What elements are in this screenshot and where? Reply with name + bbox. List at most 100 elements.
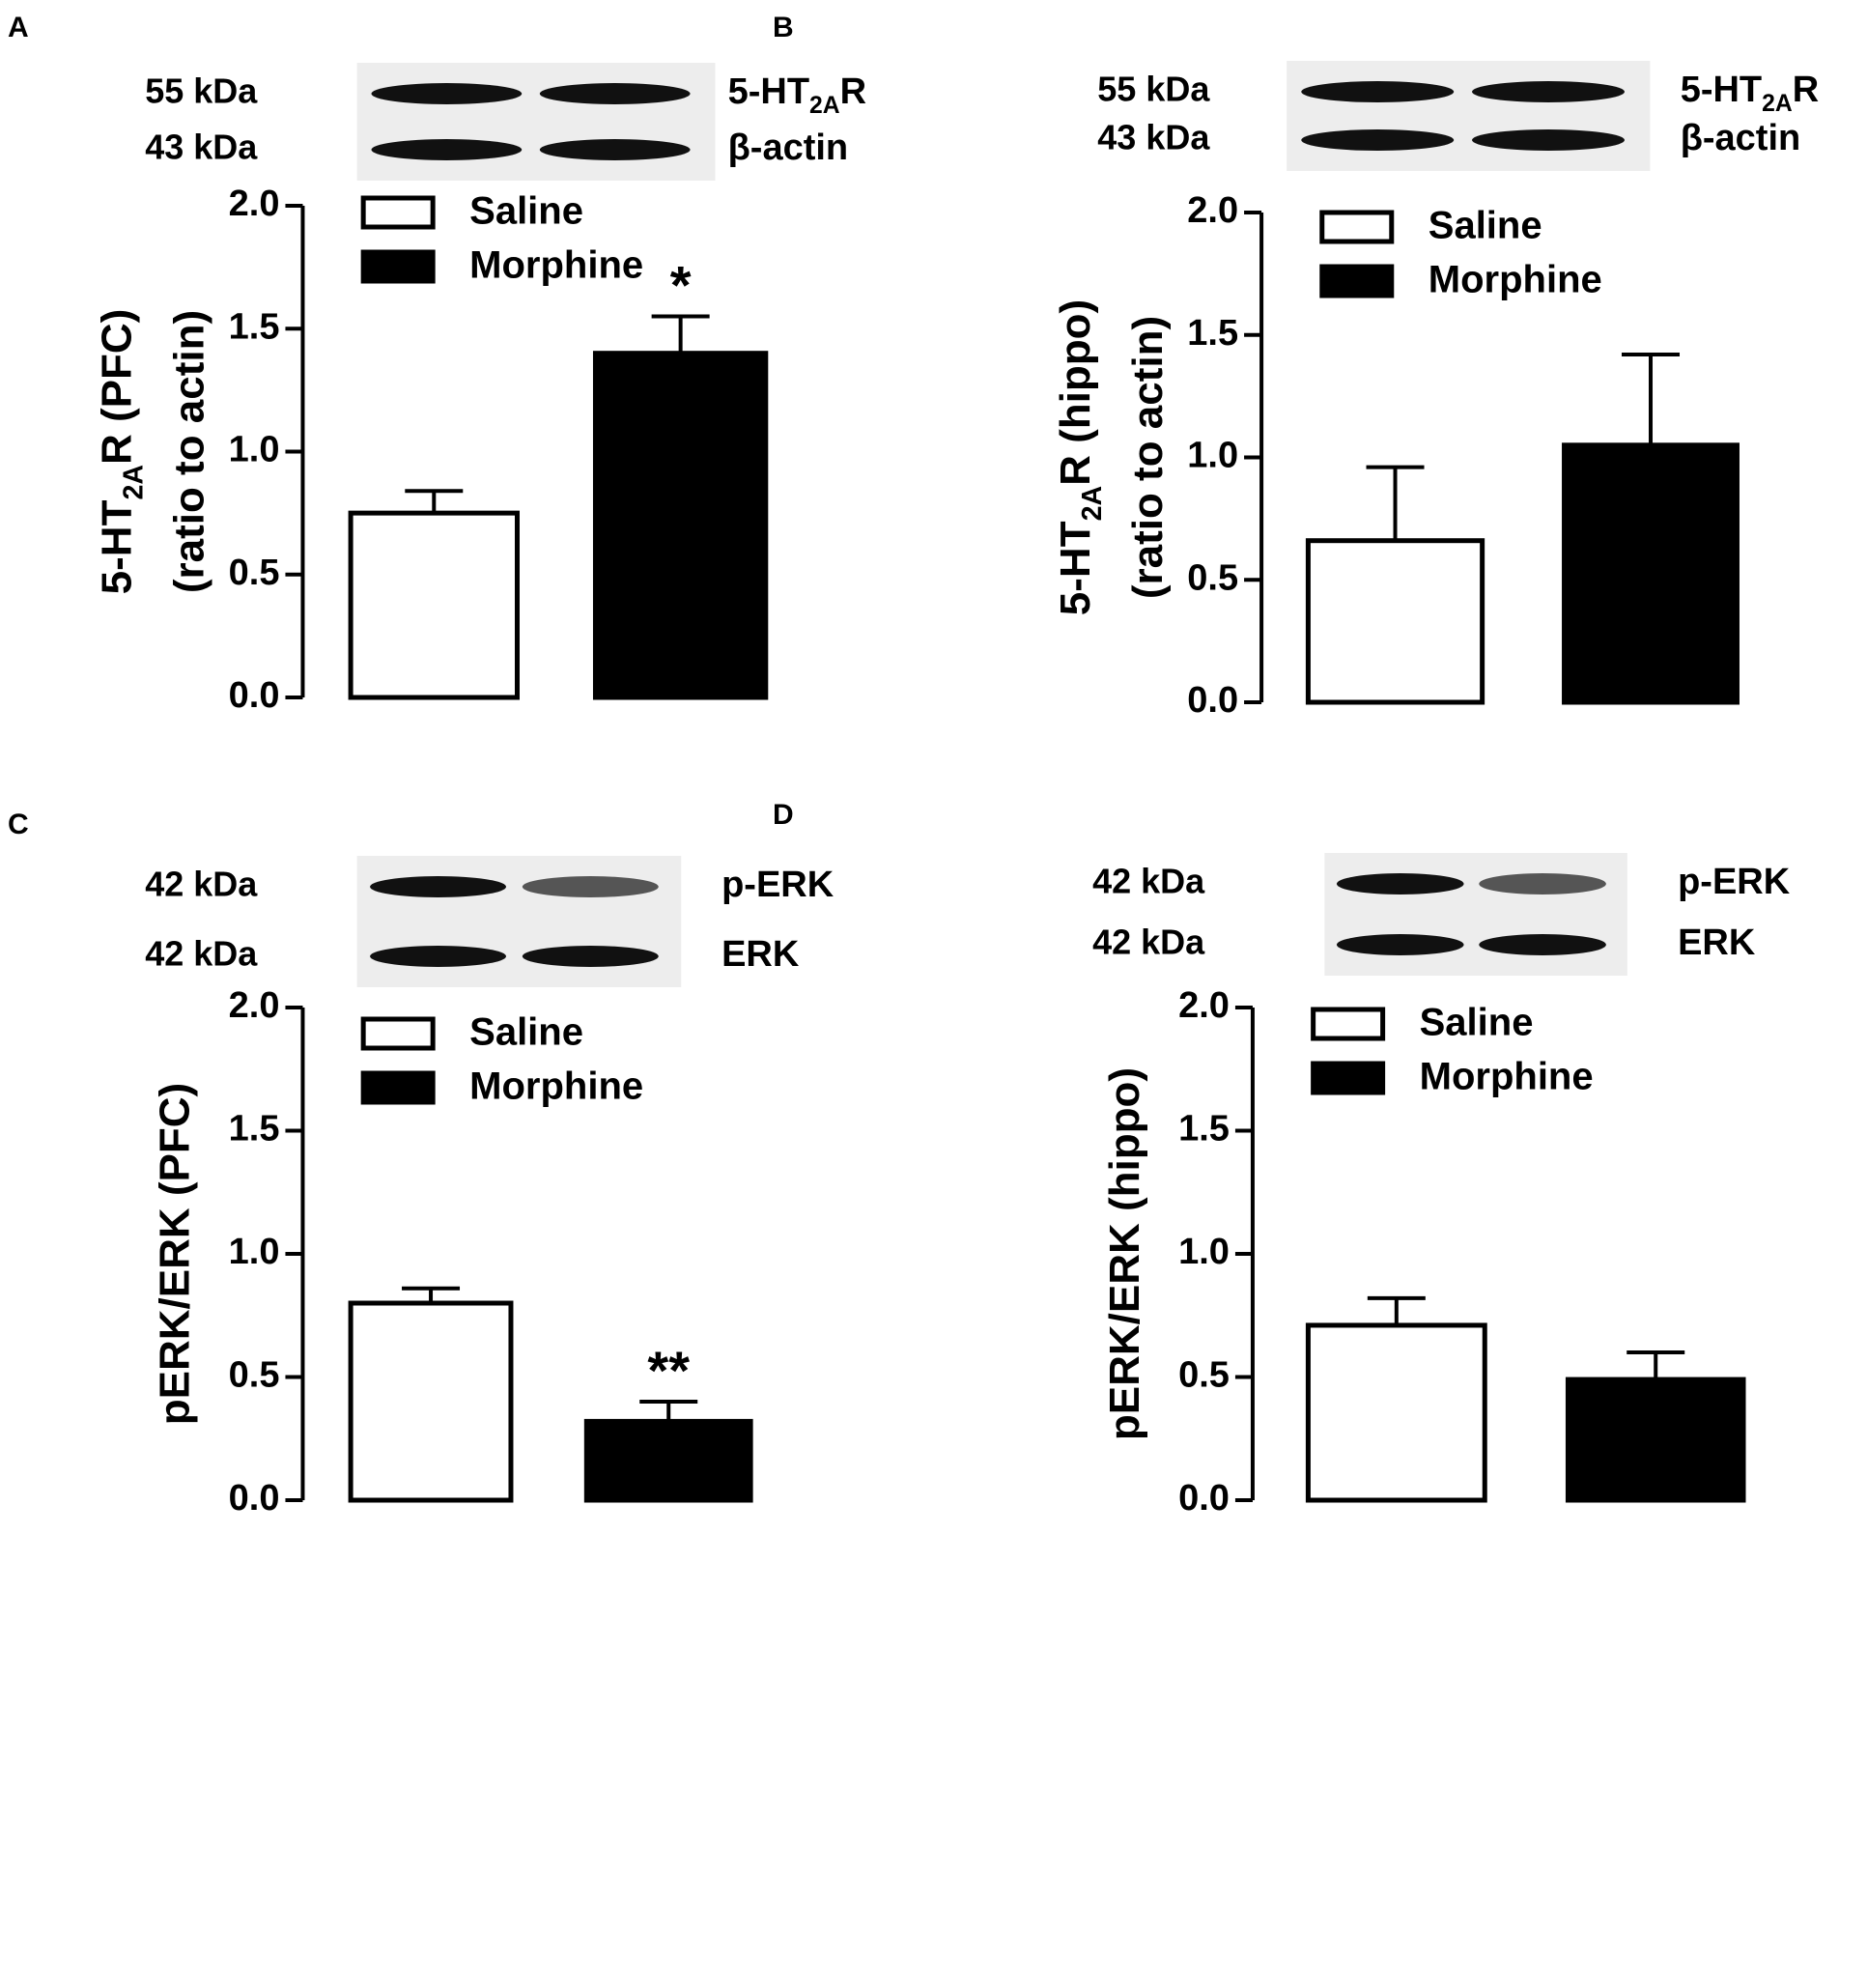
y-tick-label: 0.0 — [229, 1478, 280, 1519]
y-tick-label: 1.0 — [229, 430, 280, 470]
blot-background — [356, 63, 716, 181]
y-tick-label: 2.0 — [1178, 985, 1230, 1026]
blot-marker: 55 kDa — [145, 71, 258, 111]
blot-background — [1324, 853, 1627, 976]
blot-band — [1479, 934, 1606, 955]
panel-label: C — [8, 809, 29, 840]
blot-protein-part: ERK — [1678, 923, 1756, 963]
legend-label: Saline — [469, 190, 583, 233]
y-tick-label: 2.0 — [229, 184, 280, 224]
y-tick-label: 0.5 — [1187, 557, 1238, 598]
legend-swatch — [360, 249, 436, 284]
y-axis-label: (ratio to actin) — [165, 310, 212, 593]
bar — [1305, 538, 1485, 705]
panel-label: B — [773, 12, 794, 43]
significance-mark: * — [670, 254, 692, 315]
y-axis-label: (ratio to actin) — [1124, 316, 1172, 599]
y-axis-label: pERK/ERK (PFC) — [151, 1083, 198, 1425]
bar — [348, 1300, 514, 1503]
panel-label: A — [8, 12, 29, 43]
legend-swatch — [1319, 210, 1395, 244]
blot-protein: p-ERK — [1678, 862, 1791, 902]
blot-protein: ERK — [721, 934, 800, 975]
y-tick-label: 1.5 — [1187, 313, 1238, 354]
legend-label: Saline — [469, 1011, 583, 1054]
y-tick-label: 1.0 — [1187, 436, 1238, 476]
blot-protein: 5-HT2AR — [1681, 70, 1819, 117]
legend-label: Saline — [1420, 1002, 1534, 1044]
y-tick-label: 1.5 — [229, 1109, 280, 1150]
blot-protein-part: 5-HT — [728, 71, 809, 112]
y-tick-label: 0.5 — [229, 1355, 280, 1396]
blot-marker: 42 kDa — [1092, 862, 1205, 901]
blot-marker: 43 kDa — [145, 128, 258, 167]
blot-band — [522, 946, 659, 967]
legend-swatch — [1311, 1061, 1386, 1095]
blot-band — [1472, 81, 1626, 102]
y-axis-label-part: (ratio to actin) — [165, 310, 212, 593]
y-axis-label-part: pERK/ERK (PFC) — [151, 1083, 198, 1425]
blot-band — [371, 83, 523, 104]
legend-label: Morphine — [1420, 1056, 1594, 1098]
y-axis-label: pERK/ERK (hippo) — [1101, 1067, 1148, 1440]
significance-mark: ** — [647, 1340, 690, 1401]
y-axis-label-part: 2A — [118, 465, 149, 500]
blot-protein-part: β-actin — [1681, 118, 1801, 158]
y-tick-label: 0.0 — [229, 675, 280, 716]
blot-protein-part: 2A — [809, 93, 840, 119]
blot-band — [371, 139, 523, 160]
blot-marker: 42 kDa — [1092, 923, 1205, 962]
legend-label: Morphine — [469, 244, 643, 287]
bar — [1305, 1322, 1487, 1503]
blot-protein: 5-HT2AR — [728, 71, 866, 119]
legend-swatch — [360, 1016, 436, 1051]
blot-protein: β-actin — [728, 128, 849, 168]
y-tick-label: 1.0 — [229, 1232, 280, 1272]
legend-label: Morphine — [1429, 259, 1602, 301]
y-axis-label-part: (ratio to actin) — [1124, 316, 1172, 599]
blot-marker: 42 kDa — [145, 934, 258, 974]
legend-swatch — [1319, 264, 1395, 298]
blot-protein-part: ERK — [721, 934, 800, 975]
bar — [348, 510, 520, 700]
blot-protein-part: R — [1793, 70, 1819, 110]
y-axis-label-part: R (PFC) — [93, 309, 140, 465]
y-tick-label: 0.5 — [229, 553, 280, 593]
blot-band — [539, 139, 691, 160]
blot-band — [1336, 934, 1464, 955]
blot-band — [370, 946, 507, 967]
y-tick-label: 0.0 — [1178, 1478, 1230, 1519]
blot-protein-part: 2A — [1762, 91, 1793, 117]
blot-band — [522, 876, 659, 897]
blot-protein: ERK — [1678, 923, 1756, 963]
blot-protein-part: R — [840, 71, 866, 112]
blot-protein-part: p-ERK — [721, 865, 834, 905]
y-tick-label: 2.0 — [229, 985, 280, 1026]
y-tick-label: 1.5 — [1178, 1109, 1230, 1150]
y-tick-label: 0.0 — [1187, 680, 1238, 721]
bar — [592, 351, 769, 700]
y-tick-label: 1.5 — [229, 306, 280, 347]
y-tick-label: 0.5 — [1178, 1355, 1230, 1396]
y-axis-label-part: R (hippo) — [1052, 299, 1099, 486]
blot-marker: 55 kDa — [1097, 70, 1210, 109]
blot-marker: 42 kDa — [145, 865, 258, 904]
bar — [1565, 1377, 1746, 1503]
y-axis-label-part: pERK/ERK (hippo) — [1101, 1067, 1148, 1440]
y-axis-label-part: 5-HT — [1052, 521, 1099, 615]
blot-protein: p-ERK — [721, 865, 834, 905]
blot-band — [1479, 873, 1606, 895]
legend-swatch — [360, 1070, 436, 1105]
blot-band — [1301, 129, 1455, 151]
y-axis-label-part: 2A — [1077, 486, 1108, 522]
blot-band — [1301, 81, 1455, 102]
blot-band — [370, 876, 507, 897]
bar — [1562, 442, 1740, 705]
legend-label: Saline — [1429, 205, 1542, 247]
blot-marker: 43 kDa — [1097, 118, 1210, 157]
y-tick-label: 2.0 — [1187, 190, 1238, 231]
y-axis-label: 5-HT2AR (PFC) — [93, 309, 149, 595]
y-axis-label: 5-HT2AR (hippo) — [1052, 299, 1108, 615]
blot-protein: β-actin — [1681, 118, 1801, 158]
